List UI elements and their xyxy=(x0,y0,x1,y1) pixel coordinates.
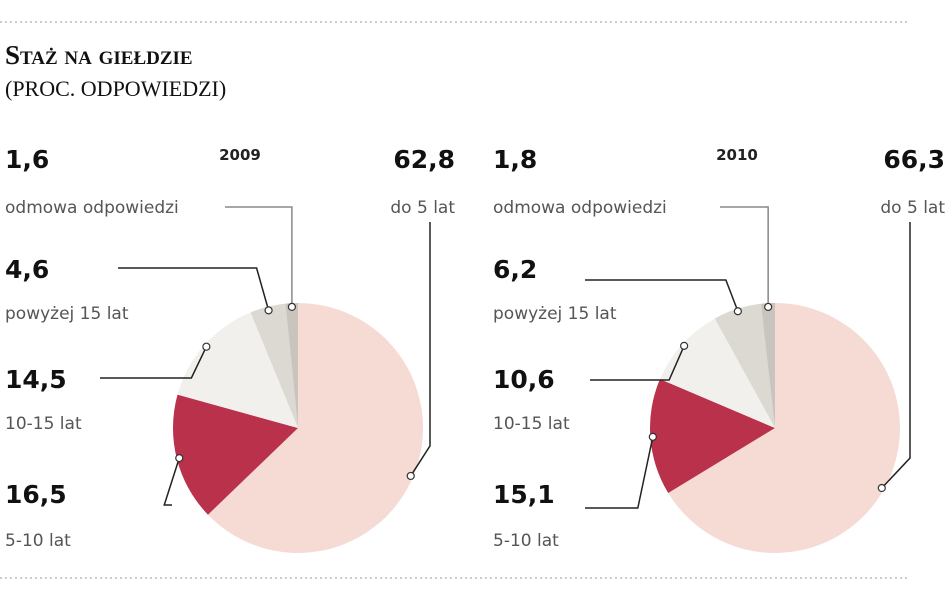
leader-dot xyxy=(287,302,297,312)
value-label: 62,8 xyxy=(393,145,455,174)
leader-dot xyxy=(264,306,273,315)
leader-dot xyxy=(877,483,886,493)
pie-slice xyxy=(649,379,775,493)
leader-line xyxy=(590,345,685,381)
leader-line xyxy=(881,222,911,489)
category-label: 5-10 lat xyxy=(5,531,71,551)
category-label: 5-10 lat xyxy=(493,531,559,551)
pie-title: 2010 xyxy=(716,146,758,164)
pie-slice xyxy=(285,303,298,428)
value-label: 1,6 xyxy=(5,145,49,174)
value-label: 15,1 xyxy=(493,480,555,509)
category-label: 10-15 lat xyxy=(493,414,570,434)
pie-slice xyxy=(659,318,775,428)
pie-slice xyxy=(250,303,298,428)
pie-slice xyxy=(760,303,775,428)
pie-slice xyxy=(207,303,424,553)
leader-dot xyxy=(733,307,742,316)
leader-line xyxy=(410,222,431,477)
leader-dot xyxy=(680,341,689,350)
page-subtitle: (proc. odpowiedzi) xyxy=(5,76,226,101)
value-label: 10,6 xyxy=(493,365,555,394)
category-label: 10-15 lat xyxy=(5,414,82,434)
value-label: 4,6 xyxy=(5,255,49,284)
value-label: 1,8 xyxy=(493,145,537,174)
pie-title: 2009 xyxy=(219,146,261,164)
leader-line xyxy=(118,267,270,311)
leader-dot xyxy=(648,432,657,441)
category-label: powyżej 15 lat xyxy=(5,304,129,324)
pie-slice xyxy=(173,394,298,515)
pie-slice xyxy=(714,303,775,428)
pie-slice xyxy=(177,312,298,428)
leader-dot xyxy=(175,453,184,463)
page-title: Staż na giełdzie xyxy=(5,40,193,70)
leader-dot xyxy=(202,342,211,351)
leader-line xyxy=(225,206,293,307)
value-label: 6,2 xyxy=(493,255,537,284)
leader-line xyxy=(585,436,654,509)
leader-dot xyxy=(764,302,773,312)
leader-line xyxy=(720,206,769,307)
category-label: odmowa odpowiedzi xyxy=(493,198,667,218)
value-label: 16,5 xyxy=(5,480,67,509)
category-label: do 5 lat xyxy=(880,198,945,218)
category-label: do 5 lat xyxy=(390,198,455,218)
leader-line xyxy=(163,457,180,506)
pie-slice xyxy=(668,303,900,553)
leader-line xyxy=(100,346,208,379)
leader-line xyxy=(585,279,739,312)
value-label: 14,5 xyxy=(5,365,67,394)
category-label: powyżej 15 lat xyxy=(493,304,617,324)
category-label: odmowa odpowiedzi xyxy=(5,198,179,218)
value-label: 66,3 xyxy=(883,145,945,174)
leader-dot xyxy=(406,471,415,481)
